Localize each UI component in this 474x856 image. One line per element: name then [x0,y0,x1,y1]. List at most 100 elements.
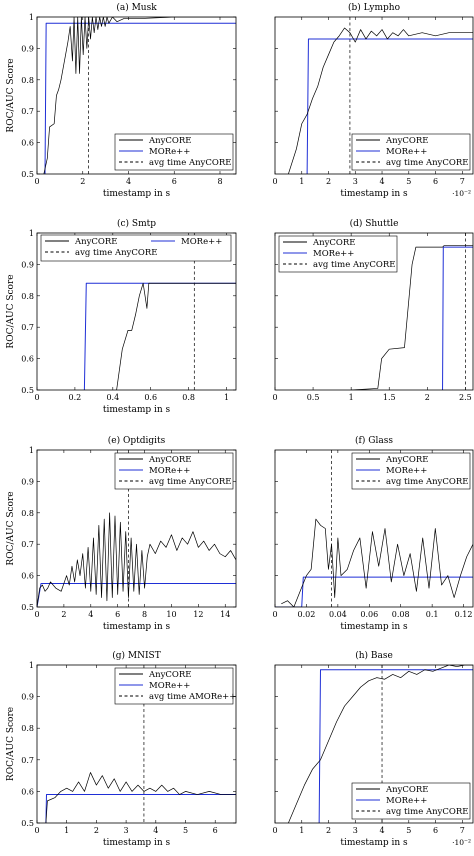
x-tick-label: 6 [172,177,177,186]
legend-label: MORe++ [149,147,190,157]
x-tick-label: 8 [217,177,222,186]
legend-label: AnyCORE [148,136,192,146]
legend-label: avg time AnyCORE [149,158,231,168]
chart-panel-a-musk: (a) Musk 0 2 4 6 8 0.5 0.6 0.7 0.8 0.9 1 timestamp i… [6,2,237,199]
legend-label: MORe++ [386,147,427,157]
x-tick-label: 14 [220,610,230,619]
x-axis-label: timestamp in s [340,189,408,199]
series-line-more [83,282,236,390]
x-axis-multiplier: ·10⁻² [452,838,471,847]
x-tick-label: 0 [34,610,39,619]
x-tick-label: 6 [433,826,438,835]
y-tick-label: 0.5 [21,386,34,395]
legend-label: MORe++ [181,237,222,247]
plot-frame [274,16,474,175]
x-tick-label: 0.6 [144,393,157,402]
chart-panel-c-smtp: (c) Smtp 0 0.2 0.4 0.6 0.8 1 0.5 0.6 0.7 0.8 0.9 1 ti… [6,218,237,415]
chart-title: (f) Glass [355,435,393,446]
x-tick-label: 0 [272,393,277,402]
y-tick-label: 0.8 [21,509,34,518]
chart-title: (d) Shuttle [350,218,399,229]
x-tick-label: 0.2 [69,393,82,402]
x-tick-label: 10 [166,610,176,619]
legend-label: avg time AnyCORE [313,260,395,270]
legend-label: avg time AnyCORE [386,158,468,168]
y-tick-label: 0.7 [21,756,34,765]
plot-frame [274,664,474,824]
x-tick-label: 0 [272,826,277,835]
x-axis-label: timestamp in s [103,405,171,415]
x-tick-label: 2 [80,177,85,186]
plot-frame [36,664,237,824]
x-tick-label: 4 [126,177,131,186]
chart-title: (h) Base [355,650,393,661]
x-tick-label: 0.06 [360,610,378,619]
x-tick-label: 5 [406,177,411,186]
y-tick-label: 0.8 [21,292,34,301]
y-tick-label: 0.9 [21,260,34,269]
chart-panel-e-optdigits: (e) Optdigits 0 2 4 6 8 10 12 14 0.5 0.6 0.7 0.8 0.9 1… [6,435,237,632]
series-line-anycore [43,17,236,174]
y-tick-label: 1 [29,13,34,22]
x-axis-multiplier: ·10⁻² [452,189,471,198]
y-tick-label: 0.9 [21,693,34,702]
x-tick-label: 5 [183,826,188,835]
x-tick-label: 4 [379,177,384,186]
legend-label: MORe++ [149,466,190,476]
y-tick-label: 0.6 [21,787,34,796]
x-tick-label: 0.5 [307,393,320,402]
series-line-more [44,22,236,174]
x-tick-label: 1.5 [383,393,396,402]
x-tick-label: 8 [142,610,147,619]
legend-label: MORe++ [313,249,354,259]
y-axis-label: ROC/AUC Score [6,707,16,781]
x-axis-label: timestamp in s [103,189,171,199]
x-tick-label: 1 [299,177,304,186]
x-axis-label: timestamp in s [340,838,408,848]
x-tick-label: 0.8 [182,393,195,402]
series-line-anycore [351,245,473,390]
x-tick-label: 2 [326,826,331,835]
y-tick-label: 0.7 [21,540,34,549]
x-tick-label: 1 [224,393,229,402]
x-tick-label: 0 [272,177,277,186]
x-tick-label: 6 [213,826,218,835]
x-tick-label: 0.12 [455,610,473,619]
legend-label: AnyCORE [385,785,429,795]
y-tick-label: 0.5 [21,170,34,179]
chart-title: (c) Smtp [117,218,156,229]
x-tick-label: 6 [433,177,438,186]
series-line-more [318,669,473,823]
chart-title: (e) Optdigits [108,435,166,446]
x-tick-label: 3 [353,177,358,186]
x-tick-label: 2.5 [459,393,472,402]
chart-panel-g-mnist: (g) MNIST 0 1 2 3 4 5 6 0.5 0.6 0.7 0.8 0.9 1 timestam… [6,650,236,848]
x-tick-label: 0.1 [426,610,439,619]
legend-label: avg time AMORe++ [149,692,236,702]
x-tick-label: 7 [460,826,465,835]
x-tick-label: 4 [153,826,158,835]
y-tick-label: 0.7 [21,107,34,116]
series-line-more [275,576,473,607]
legend-label: MORe++ [386,796,427,806]
x-tick-label: 12 [193,610,203,619]
series-line-anycore [281,518,473,607]
x-tick-label: 6 [115,610,120,619]
legend-label: AnyCORE [148,670,192,680]
x-tick-label: 2 [61,610,66,619]
series-line-more [45,794,236,823]
x-tick-label: 1 [64,826,69,835]
x-tick-label: 0.08 [392,610,410,619]
y-tick-label: 0.7 [21,323,34,332]
legend-box [40,234,232,262]
series-line-anycore [288,27,473,174]
x-tick-label: 4 [379,826,384,835]
x-tick-label: 2 [326,177,331,186]
chart-panel-h-base: (h) Base 0 1 2 3 4 5 6 7 timestamp in s ·10⁻² AnyCO… [272,650,474,848]
x-tick-label: 0 [34,177,39,186]
x-tick-label: 3 [353,826,358,835]
